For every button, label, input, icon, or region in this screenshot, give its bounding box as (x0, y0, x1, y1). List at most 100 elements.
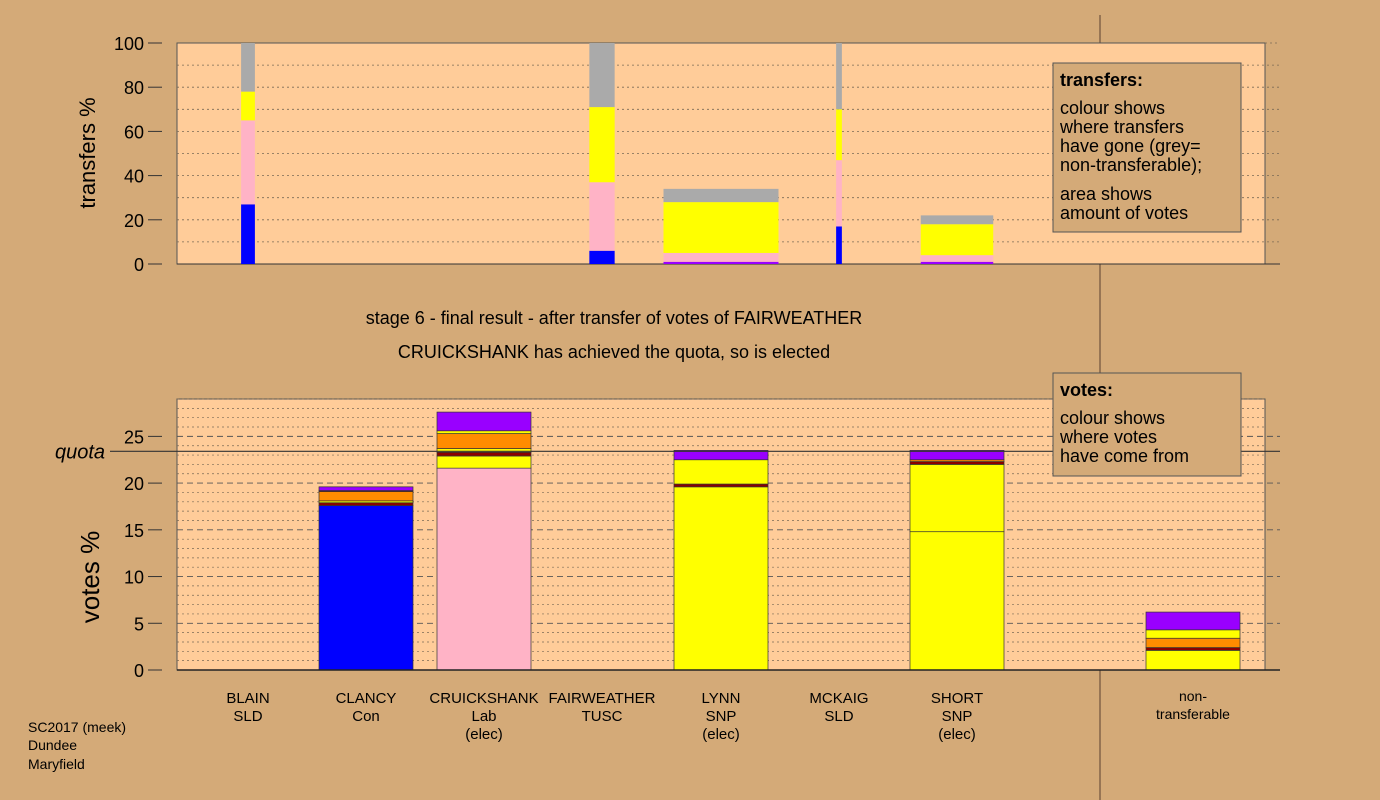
votes-y-axis-label: votes % (75, 531, 105, 624)
footer-info: SC2017 (meek) Dundee Maryfield (28, 719, 126, 772)
transfer-bar-segment (836, 43, 842, 110)
transfers-y-tick-label: 80 (124, 78, 144, 98)
vote-bar-segment (436, 451, 532, 457)
candidate-label: SNP (942, 708, 973, 725)
vote-bar-segment (318, 505, 414, 671)
vote-bar-segment (436, 455, 532, 469)
candidate-label: (elec) (465, 726, 503, 743)
votes-legend-box (1052, 372, 1242, 477)
votes-y-tick-label: 25 (124, 427, 144, 447)
vote-bar-segment (909, 461, 1005, 465)
vote-bar-segment (673, 450, 769, 461)
transfer-bar-segment (589, 43, 615, 108)
transfers-legend-line: amount of votes (1060, 203, 1188, 223)
vote-bar-segment (436, 411, 532, 432)
transfers-panel: 0 20 40 60 80 100 transfers % transfers: colo… (75, 34, 1280, 275)
vote-bar-segment (1145, 650, 1241, 671)
candidate-label: CLANCY (336, 690, 397, 707)
transfer-bar-segment (836, 109, 842, 161)
votes-legend: votes: colour shows where votes have com… (1052, 372, 1242, 477)
stage-title: stage 6 - final result - after transfer … (366, 308, 863, 328)
stage-subtitle: CRUICKSHANK has achieved the quota, so i… (398, 342, 830, 362)
transfer-bar-segment (920, 224, 994, 256)
vote-bar-segment (1145, 637, 1241, 648)
transfer-bar-segment (920, 261, 994, 264)
transfer-bar-segment (663, 252, 779, 262)
candidate-label: TUSC (582, 708, 623, 725)
vote-bar-segment (1145, 611, 1241, 631)
transfers-y-tick-label: 100 (114, 34, 144, 54)
transfer-bar-segment (589, 182, 615, 251)
vote-bar-segment (318, 502, 414, 506)
transfer-bar-segment (920, 255, 994, 262)
votes-y-tick-label: 0 (134, 661, 144, 681)
candidate-label: CRUICKSHANK (429, 690, 538, 707)
footer-line: Maryfield (28, 756, 85, 772)
transfers-legend-title: transfers: (1060, 70, 1143, 90)
votes-legend-line: where votes (1059, 427, 1157, 447)
votes-legend-title: votes: (1060, 380, 1113, 400)
transfers-legend-line: have gone (grey= (1060, 136, 1201, 156)
transfer-bar-segment (663, 188, 779, 203)
transfer-bar-segment (836, 160, 842, 227)
transfer-bar-segment (663, 202, 779, 253)
transfers-y-tick-label: 0 (134, 255, 144, 275)
vote-bar-segment (1145, 629, 1241, 639)
vote-bar-segment (1145, 647, 1241, 651)
candidate-label: transferable (1156, 706, 1230, 722)
quota-label: quota (55, 441, 105, 463)
candidate-label: (elec) (938, 726, 976, 743)
transfer-bar-segment (241, 91, 255, 121)
transfer-bar-segment (589, 107, 615, 183)
transfers-legend-line: non-transferable); (1060, 155, 1202, 175)
votes-y-tick-label: 15 (124, 521, 144, 541)
transfers-legend: transfers: colour shows where transfers … (1052, 62, 1242, 233)
transfer-bar-segment (589, 250, 615, 264)
vote-bar-segment (909, 531, 1005, 671)
votes-y-tick-label: 10 (124, 568, 144, 588)
votes-y-tick-label: 20 (124, 474, 144, 494)
candidate-label: Con (352, 708, 380, 725)
candidate-label: LYNN (702, 690, 741, 707)
votes-legend-line: colour shows (1060, 408, 1165, 428)
candidate-label: MCKAIG (809, 690, 868, 707)
vote-bar-segment (909, 464, 1005, 533)
candidate-label: SHORT (931, 690, 983, 707)
candidate-label: SLD (233, 708, 262, 725)
vote-bar-segment (318, 491, 414, 502)
candidate-label: non- (1179, 688, 1207, 704)
transfer-bar-segment (241, 43, 255, 92)
vote-bar-segment (318, 486, 414, 491)
vote-bar-segment (436, 430, 532, 434)
candidate-label: (elec) (702, 726, 740, 743)
transfer-bar-segment (836, 226, 842, 264)
transfer-bar-segment (920, 215, 994, 225)
candidate-label: Lab (471, 708, 496, 725)
transfer-bar-segment (663, 261, 779, 264)
votes-panel: 0 5 10 15 20 25 quota votes % votes: colour s… (55, 372, 1280, 743)
candidate-label: BLAIN (226, 690, 269, 707)
transfers-legend-box (1052, 62, 1242, 233)
candidate-label: FAIRWEATHER (549, 690, 656, 707)
footer-line: SC2017 (meek) (28, 719, 126, 735)
vote-bar-segment (673, 483, 769, 488)
transfers-y-tick-label: 40 (124, 167, 144, 187)
transfers-y-tick-label: 60 (124, 122, 144, 142)
transfer-bar-segment (241, 204, 255, 264)
votes-legend-line: have come from (1060, 446, 1189, 466)
transfers-legend-line: area shows (1060, 184, 1152, 204)
transfer-bar-segment (241, 120, 255, 205)
footer-line: Dundee (28, 737, 77, 753)
vote-bar-segment (673, 486, 769, 671)
vote-bar-segment (436, 433, 532, 449)
transfers-legend-line: where transfers (1059, 117, 1184, 137)
vote-bar-segment (909, 450, 1005, 461)
transfers-y-tick-label: 20 (124, 211, 144, 231)
candidate-label: SNP (706, 708, 737, 725)
candidate-label: SLD (824, 708, 853, 725)
transfers-y-axis-label: transfers % (75, 97, 100, 208)
votes-y-tick-label: 5 (134, 614, 144, 634)
vote-bar-segment (673, 459, 769, 485)
transfers-legend-line: colour shows (1060, 98, 1165, 118)
